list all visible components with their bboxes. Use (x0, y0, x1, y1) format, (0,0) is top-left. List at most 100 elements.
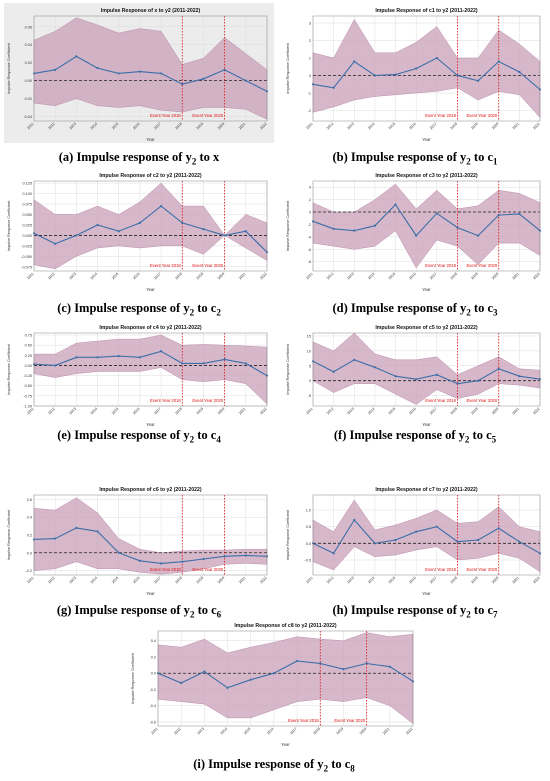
data-point-2013 (75, 356, 78, 359)
y-tick-label: 0.02 (25, 61, 32, 65)
x-tick-label: 2011 (150, 727, 158, 735)
y-tick-label: 2 (309, 39, 311, 43)
caption-tail: to c (194, 603, 217, 617)
data-point-2015 (394, 203, 397, 206)
caption-letter: (g) (56, 603, 75, 617)
x-tick-label: 2020 (491, 576, 499, 584)
caption-text: Impulse response of y (350, 150, 467, 164)
x-tick-label: 2019 (470, 576, 478, 584)
data-point-2020 (497, 367, 500, 370)
y-tick-label: -0.025 (21, 244, 32, 248)
y-tick-label: 0.25 (25, 354, 32, 358)
x-tick-label: 2017 (289, 727, 297, 735)
caption-text: Impulse response of y (349, 428, 465, 442)
data-point-2014 (96, 223, 99, 227)
plot-frame (157, 630, 414, 727)
caption-subscript: 2 (191, 156, 197, 167)
x-tick-label: 2016 (266, 727, 274, 735)
data-point-2012 (180, 681, 183, 685)
x-tick-label: 2017 (153, 407, 161, 415)
panel-f: Impulse Response of c5 to y2 (2011-2022)… (283, 320, 547, 428)
x-axis-label: Year (281, 742, 290, 747)
data-point-2021 (244, 362, 247, 365)
y-tick-label: -0.75 (23, 394, 32, 398)
caption-letter: (c) (57, 301, 75, 315)
y-tick-label: 4 (309, 186, 311, 190)
data-point-2019 (476, 379, 480, 382)
data-point-2020 (497, 214, 500, 217)
y-axis-label: Impulse Response Coefficient (7, 509, 11, 560)
y-tick-label: 0 (309, 211, 311, 215)
y-tick-label: -0.25 (23, 374, 32, 378)
x-axis-label: Year (146, 591, 155, 596)
y-tick-label: 0.025 (22, 223, 32, 227)
y-axis-label: Impulse Response Coefficient (286, 200, 290, 251)
data-point-2018 (319, 662, 322, 665)
x-tick-label: 2015 (243, 727, 251, 735)
confidence-band (312, 183, 541, 269)
data-point-2017 (159, 562, 163, 565)
x-tick-label: 2020 (217, 122, 225, 130)
x-tick-label: 2016 (408, 272, 416, 280)
x-tick-label: 2016 (132, 272, 140, 280)
chart-f: Impulse Response of c5 to y2 (2011-2022)… (286, 325, 542, 427)
x-tick-label: 2016 (408, 407, 416, 415)
x-tick-label: 2022 (405, 727, 413, 735)
x-tick-label: 2012 (47, 122, 55, 130)
caption-text: Impulse response of y (76, 150, 192, 164)
y-axis-label: Impulse Response Coefficient (286, 343, 290, 394)
x-axis-label: Year (146, 137, 155, 142)
data-point-2012 (54, 364, 57, 367)
y-tick-label: 0.75 (25, 334, 32, 338)
chart-title: Impulse Response of c7 to y2 (2011-2022) (375, 487, 478, 493)
data-point-2012 (332, 370, 335, 373)
data-point-2018 (181, 560, 184, 563)
event-label-2020: Event Year 2020 (466, 398, 497, 403)
x-tick-label: 2015 (388, 272, 396, 280)
y-tick-label: 0.2 (27, 534, 32, 538)
y-tick-label: 0.5 (306, 525, 311, 529)
y-tick-label: -4 (308, 235, 311, 239)
x-tick-label: 2011 (26, 407, 34, 415)
caption-subscript: 2 (466, 307, 471, 318)
caption-tail-subscript: 2 (216, 307, 221, 318)
y-axis-label: Impulse Response Coefficient (131, 652, 135, 703)
x-tick-label: 2016 (132, 407, 140, 415)
data-point-2012 (54, 68, 57, 71)
caption-text: Impulse response of y (350, 603, 467, 617)
data-point-2016 (415, 530, 418, 533)
caption-text: Impulse response of y (208, 757, 324, 771)
data-point-2017 (435, 212, 438, 215)
data-point-2013 (353, 229, 356, 232)
data-point-2014 (373, 366, 377, 369)
x-tick-label: 2020 (217, 407, 225, 415)
panel-a: Impulse Response of x to y2 (2011-2022) E… (4, 3, 274, 143)
caption-tail: to c (470, 150, 494, 164)
y-tick-label: 0.00 (25, 364, 32, 368)
caption-tail-subscript: 7 (493, 609, 498, 620)
data-point-2017 (159, 350, 163, 353)
x-tick-label: 2011 (26, 272, 34, 280)
y-tick-label: -5 (308, 394, 311, 398)
caption-d: (d) Impulse response of y2 to c3 (283, 301, 547, 318)
x-tick-label: 2015 (111, 407, 119, 415)
confidence-band (312, 19, 541, 119)
caption-tail-subscript: 4 (216, 434, 221, 445)
event-label-2018: Event Year 2018 (425, 567, 456, 572)
x-tick-label: 2014 (367, 576, 375, 584)
event-label-2020: Event Year 2020 (192, 567, 223, 572)
data-point-2016 (138, 356, 142, 359)
caption-subscript: 2 (464, 434, 470, 445)
data-point-2016 (272, 672, 276, 675)
x-tick-label: 2013 (69, 407, 77, 415)
y-tick-label: -1 (308, 92, 311, 96)
x-tick-label: 2016 (132, 122, 140, 130)
x-tick-label: 2019 (196, 122, 204, 130)
x-tick-label: 2018 (174, 407, 182, 415)
caption-g: (g) Impulse response of y2 to c6 (4, 603, 274, 620)
x-tick-label: 2015 (388, 576, 396, 584)
x-tick-label: 2018 (174, 576, 182, 584)
data-point-2013 (353, 518, 356, 522)
caption-subscript: 2 (466, 156, 471, 167)
caption-text: Impulse response of y (350, 301, 467, 315)
